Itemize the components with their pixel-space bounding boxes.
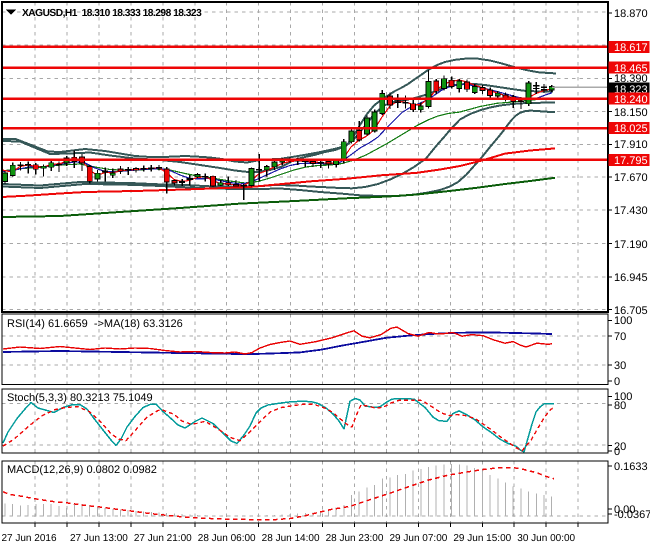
- svg-text:Stoch(5,3,3) 80.3213 75.1049: Stoch(5,3,3) 80.3213 75.1049: [7, 392, 153, 404]
- svg-text:18.240: 18.240: [614, 94, 648, 106]
- svg-text:17.190: 17.190: [614, 239, 648, 251]
- svg-text:27 Jun 21:00: 27 Jun 21:00: [134, 533, 192, 544]
- svg-text:18.025: 18.025: [614, 123, 648, 135]
- svg-text:0.00: 0.00: [614, 504, 635, 516]
- svg-text:17.670: 17.670: [614, 172, 648, 184]
- svg-text:18.870: 18.870: [614, 8, 648, 20]
- svg-text:70: 70: [614, 331, 626, 343]
- svg-text:18.390: 18.390: [614, 73, 648, 85]
- svg-text:80: 80: [614, 400, 626, 412]
- svg-text:MACD(12,26,9) 0.0802 0.0982: MACD(12,26,9) 0.0802 0.0982: [7, 464, 157, 476]
- svg-text:RSI(14) 61.6659 ->MA(18) 63.3: RSI(14) 61.6659 ->MA(18) 63.3126: [7, 318, 183, 330]
- svg-text:27 Jun 13:00: 27 Jun 13:00: [70, 533, 128, 544]
- svg-text:0: 0: [614, 446, 620, 458]
- svg-text:28 Jun 06:00: 28 Jun 06:00: [198, 533, 256, 544]
- svg-text:0.1633: 0.1633: [614, 461, 648, 473]
- svg-text:17.795: 17.795: [614, 155, 648, 167]
- svg-text:20: 20: [614, 441, 626, 453]
- svg-text:30 Jun 00:00: 30 Jun 00:00: [517, 533, 575, 544]
- svg-text:30: 30: [614, 360, 626, 372]
- svg-text:17.910: 17.910: [614, 139, 648, 151]
- svg-text:100: 100: [614, 391, 632, 403]
- svg-text:17.430: 17.430: [614, 205, 648, 217]
- svg-text:27 Jun 2016: 27 Jun 2016: [1, 533, 56, 544]
- svg-text:100: 100: [614, 315, 632, 327]
- svg-text:28 Jun 14:00: 28 Jun 14:00: [262, 533, 320, 544]
- svg-text:18.617: 18.617: [614, 42, 648, 54]
- svg-text:-0.0367: -0.0367: [614, 509, 650, 521]
- svg-text:18.150: 18.150: [614, 107, 648, 119]
- svg-text:18.465: 18.465: [614, 63, 648, 75]
- svg-text:0: 0: [614, 376, 620, 388]
- svg-text:XAGUSD,H1 18.310 18.333 18.29: XAGUSD,H1 18.310 18.333 18.298 18.323: [22, 8, 202, 19]
- svg-text:16.945: 16.945: [614, 272, 648, 284]
- svg-text:29 Jun 07:00: 29 Jun 07:00: [389, 533, 447, 544]
- svg-text:16.705: 16.705: [614, 305, 648, 317]
- svg-text:29 Jun 15:00: 29 Jun 15:00: [453, 533, 511, 544]
- svg-text:28 Jun 23:00: 28 Jun 23:00: [326, 533, 384, 544]
